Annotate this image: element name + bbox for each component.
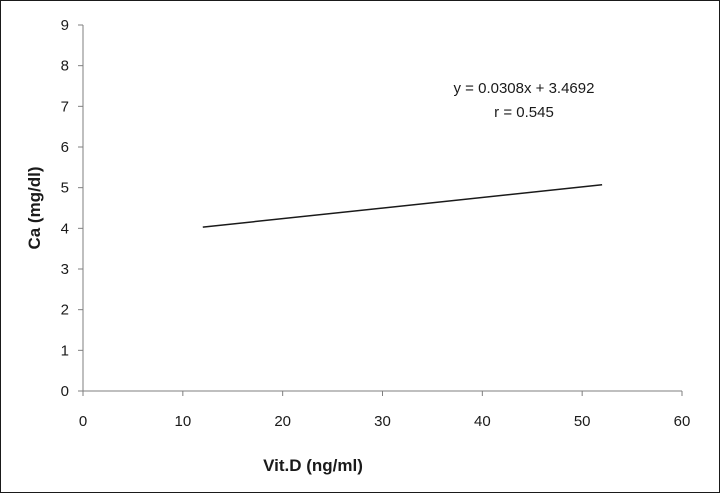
y-tick-label: 3 <box>61 261 69 278</box>
y-tick-label: 2 <box>61 302 69 319</box>
x-tick-label: 20 <box>274 413 291 430</box>
x-tick-label: 60 <box>674 413 691 430</box>
x-tick-label: 0 <box>79 413 87 430</box>
y-tick-label: 9 <box>61 17 69 34</box>
regression-line <box>202 184 603 228</box>
x-axis-title: Vit.D (ng/ml) <box>263 456 363 475</box>
y-tick-label: 0 <box>61 383 69 400</box>
x-tick-label: 40 <box>474 413 491 430</box>
x-tick-label: 50 <box>574 413 591 430</box>
y-axis-title: Ca (mg/dl) <box>25 166 44 249</box>
regression-equation: y = 0.0308x + 3.4692 <box>454 80 595 97</box>
y-tick-label: 4 <box>61 220 69 237</box>
y-tick-label: 6 <box>61 139 69 156</box>
series-layer <box>202 184 603 228</box>
x-tick-label: 30 <box>374 413 391 430</box>
y-tick-label: 8 <box>61 58 69 75</box>
y-tick-label: 5 <box>61 180 69 197</box>
x-tick-label: 10 <box>174 413 191 430</box>
y-tick-label: 7 <box>61 98 69 115</box>
ticks: 0 1 2 3 4 5 6 7 8 9 0 10 20 30 40 50 60 <box>61 17 691 430</box>
y-tick-label: 1 <box>61 342 69 359</box>
correlation-coefficient: r = 0.545 <box>494 104 554 121</box>
